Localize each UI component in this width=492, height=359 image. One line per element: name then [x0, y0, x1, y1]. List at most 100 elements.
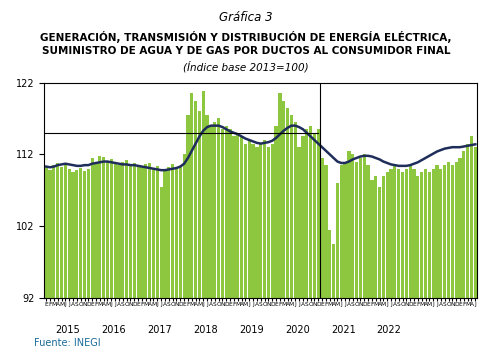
Bar	[75, 170, 79, 298]
Bar	[332, 244, 335, 298]
Bar	[209, 126, 213, 298]
Bar	[428, 172, 431, 298]
Bar	[236, 133, 240, 298]
Bar	[102, 157, 105, 298]
Bar	[347, 151, 350, 298]
Bar	[136, 165, 140, 298]
Bar	[198, 111, 201, 298]
Bar	[114, 163, 117, 298]
Bar	[416, 176, 420, 298]
Bar	[98, 156, 101, 298]
Bar	[240, 136, 243, 298]
Bar	[382, 176, 385, 298]
Text: 2015: 2015	[55, 325, 80, 335]
Bar	[64, 164, 67, 298]
Bar	[118, 165, 121, 298]
Bar	[60, 167, 63, 298]
Text: Gráfica 3: Gráfica 3	[219, 11, 273, 24]
Bar	[217, 118, 220, 298]
Bar	[255, 147, 259, 298]
Bar	[447, 162, 450, 298]
Bar	[267, 147, 270, 298]
Bar	[225, 126, 228, 298]
Bar	[251, 144, 255, 298]
Bar	[87, 169, 90, 298]
Text: 2020: 2020	[285, 325, 309, 335]
Bar	[412, 169, 416, 298]
Bar	[443, 165, 446, 298]
Bar	[401, 172, 404, 298]
Bar	[420, 172, 423, 298]
Bar	[374, 176, 377, 298]
Bar	[167, 167, 170, 298]
Bar	[159, 187, 163, 298]
Bar	[228, 129, 232, 298]
Bar	[378, 187, 381, 298]
Bar	[328, 230, 331, 298]
Bar	[232, 136, 236, 298]
Bar	[91, 158, 94, 298]
Bar	[163, 169, 167, 298]
Bar	[48, 170, 52, 298]
Bar	[286, 108, 289, 298]
Bar	[294, 122, 297, 298]
Bar	[106, 162, 109, 298]
Bar	[386, 172, 389, 298]
Bar	[298, 147, 301, 298]
Bar	[370, 180, 373, 298]
Bar	[247, 140, 251, 298]
Bar	[179, 166, 182, 298]
Bar	[152, 168, 155, 298]
Bar	[313, 133, 316, 298]
Bar	[186, 115, 189, 298]
Bar	[343, 162, 347, 298]
Bar	[317, 129, 320, 298]
Bar	[355, 162, 358, 298]
Bar	[121, 162, 124, 298]
Bar	[393, 165, 397, 298]
Bar	[125, 160, 128, 298]
Text: Fuente: INEGI: Fuente: INEGI	[34, 338, 101, 348]
Bar	[282, 101, 285, 298]
Bar	[190, 93, 193, 298]
Bar	[470, 136, 473, 298]
Bar	[67, 169, 71, 298]
Text: 2022: 2022	[377, 325, 401, 335]
Bar	[408, 165, 412, 298]
Bar	[155, 166, 159, 298]
Bar	[367, 165, 369, 298]
Bar	[144, 164, 148, 298]
Text: 2018: 2018	[193, 325, 217, 335]
Bar	[320, 158, 324, 298]
Bar	[431, 169, 435, 298]
Bar	[83, 171, 86, 298]
Bar	[305, 129, 308, 298]
Bar	[275, 126, 277, 298]
Bar	[183, 154, 186, 298]
Bar	[140, 167, 144, 298]
Bar	[110, 159, 113, 298]
Bar	[52, 165, 56, 298]
Bar	[439, 169, 442, 298]
Text: GENERACIÓN, TRANSMISIÓN Y DISTRIBUCIÓN DE ENERGÍA ELÉCTRICA,: GENERACIÓN, TRANSMISIÓN Y DISTRIBUCIÓN D…	[40, 31, 452, 42]
Bar	[290, 115, 293, 298]
Bar	[175, 168, 178, 298]
Bar	[474, 147, 477, 298]
Bar	[244, 144, 247, 298]
Bar	[462, 151, 465, 298]
Bar	[129, 164, 132, 298]
Bar	[94, 163, 97, 298]
Bar	[405, 169, 408, 298]
Text: 2016: 2016	[101, 325, 125, 335]
Bar	[451, 165, 454, 298]
Bar	[56, 163, 60, 298]
Bar	[221, 129, 224, 298]
Bar	[466, 144, 469, 298]
Text: (Índice base 2013=100): (Índice base 2013=100)	[183, 61, 309, 73]
Text: 2017: 2017	[147, 325, 172, 335]
Bar	[171, 164, 174, 298]
Bar	[389, 169, 393, 298]
Bar	[351, 154, 354, 298]
Bar	[271, 144, 274, 298]
Bar	[194, 101, 197, 298]
